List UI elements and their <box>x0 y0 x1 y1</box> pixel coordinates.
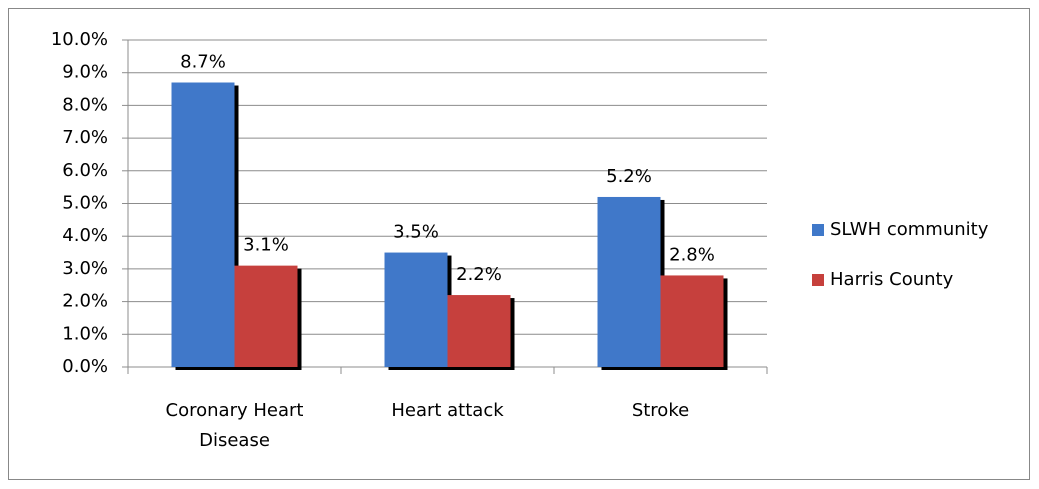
x-tick-label: Stroke <box>631 400 690 421</box>
y-tick-label: 0.0% <box>62 356 108 377</box>
data-label: 2.2% <box>456 264 502 285</box>
data-label: 2.8% <box>669 244 715 265</box>
y-tick-label: 4.0% <box>62 225 108 246</box>
y-tick-label: 1.0% <box>62 323 108 344</box>
x-tick-label: Heart attack <box>391 400 504 421</box>
y-tick-label: 9.0% <box>62 62 108 83</box>
y-tick-label: 2.0% <box>62 291 108 312</box>
legend-swatch <box>812 274 824 286</box>
data-label: 3.1% <box>243 235 289 256</box>
bar <box>234 265 298 367</box>
data-label: 8.7% <box>180 52 226 73</box>
bar <box>171 82 235 367</box>
bar <box>660 275 724 367</box>
y-tick-label: 6.0% <box>62 160 108 181</box>
y-tick-label: 8.0% <box>62 94 108 115</box>
y-tick-label: 5.0% <box>62 193 108 214</box>
x-tick-label: Coronary Heart Disease <box>165 400 304 451</box>
bar <box>447 295 511 367</box>
bar <box>597 196 661 367</box>
data-label: 5.2% <box>606 166 652 187</box>
bar <box>384 252 448 367</box>
legend-label: SLWH community <box>830 219 989 240</box>
y-tick-label: 10.0% <box>51 29 108 50</box>
legend-label: Harris County <box>830 269 954 290</box>
data-label: 3.5% <box>393 222 439 243</box>
y-tick-label: 3.0% <box>62 258 108 279</box>
legend-swatch <box>812 224 824 236</box>
y-tick-label: 7.0% <box>62 127 108 148</box>
